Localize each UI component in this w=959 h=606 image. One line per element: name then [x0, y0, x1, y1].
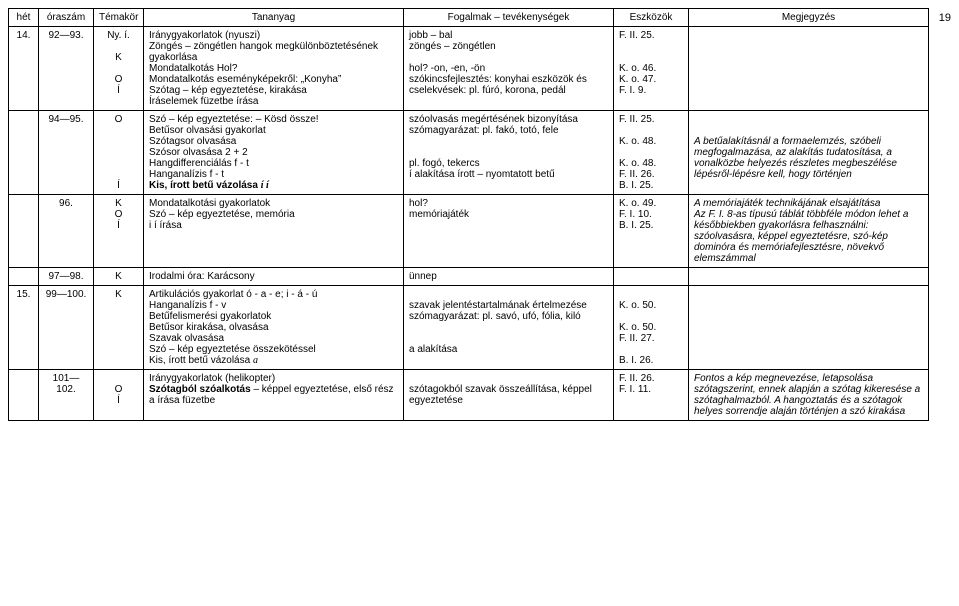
cell-oraszam: 97—98. — [39, 268, 94, 286]
cell-het — [9, 111, 39, 195]
cell-temakor: KOÍ — [94, 195, 144, 268]
col-oraszam: óraszám — [39, 9, 94, 27]
cell-tananyag: Iránygyakorlatok (nyuszi)Zöngés – zöngét… — [144, 27, 404, 111]
cell-megjegyzes: Fontos a kép megnevezése, letapsolása sz… — [689, 370, 929, 421]
cell-megjegyzes — [689, 27, 929, 111]
cell-eszkozok: K. o. 49.F. I. 10.B. I. 25. — [614, 195, 689, 268]
header-row: hét óraszám Témakör Tananyag Fogalmak – … — [9, 9, 929, 27]
col-megjegyzes: Megjegyzés — [689, 9, 929, 27]
col-temakor: Témakör — [94, 9, 144, 27]
page-number: 19 — [929, 8, 951, 24]
cell-temakor: K — [94, 286, 144, 370]
cell-tananyag: Szó – kép egyeztetése: – Kösd össze!Betű… — [144, 111, 404, 195]
cell-het — [9, 195, 39, 268]
cell-tananyag: Iránygyakorlatok (helikopter)Szótagból s… — [144, 370, 404, 421]
cell-fogalmak: hol?memóriajáték — [404, 195, 614, 268]
cell-het — [9, 370, 39, 421]
table-body: 14.92—93.Ny. í. K OÍIránygyakorlatok (ny… — [9, 27, 929, 421]
table-row: 101—102. OÍIránygyakorlatok (helikopter)… — [9, 370, 929, 421]
col-tananyag: Tananyag — [144, 9, 404, 27]
cell-het — [9, 268, 39, 286]
cell-oraszam: 101—102. — [39, 370, 94, 421]
cell-megjegyzes: A betűalakításnál a formaelemzés, szóbel… — [689, 111, 929, 195]
col-het: hét — [9, 9, 39, 27]
cell-megjegyzes — [689, 268, 929, 286]
cell-temakor: O Í — [94, 111, 144, 195]
cell-oraszam: 96. — [39, 195, 94, 268]
cell-eszkozok: F. II. 26.F. I. 11. — [614, 370, 689, 421]
cell-fogalmak: szavak jelentéstartalmának értelmezésesz… — [404, 286, 614, 370]
table-row: 97—98.KIrodalmi óra: Karácsonyünnep — [9, 268, 929, 286]
cell-temakor: Ny. í. K OÍ — [94, 27, 144, 111]
cell-eszkozok: F. II. 25. K. o. 46.K. o. 47.F. I. 9. — [614, 27, 689, 111]
table-row: 94—95.O ÍSzó – kép egyeztetése: – Kösd ö… — [9, 111, 929, 195]
cell-megjegyzes — [689, 286, 929, 370]
cell-fogalmak: szótagokból szavak összeállítása, képpel… — [404, 370, 614, 421]
cell-megjegyzes: A memóriajáték technikájának elsajátítás… — [689, 195, 929, 268]
curriculum-table: hét óraszám Témakör Tananyag Fogalmak – … — [8, 8, 929, 421]
cell-eszkozok: F. II. 25. K. o. 48. K. o. 48.F. II. 26.… — [614, 111, 689, 195]
col-fogalmak: Fogalmak – tevékenységek — [404, 9, 614, 27]
cell-tananyag: Irodalmi óra: Karácsony — [144, 268, 404, 286]
cell-fogalmak: ünnep — [404, 268, 614, 286]
cell-temakor: OÍ — [94, 370, 144, 421]
cell-eszkozok: K. o. 50. K. o. 50.F. II. 27. B. I. 26. — [614, 286, 689, 370]
cell-het: 15. — [9, 286, 39, 370]
cell-temakor: K — [94, 268, 144, 286]
cell-eszkozok — [614, 268, 689, 286]
col-eszkozok: Eszközök — [614, 9, 689, 27]
table-row: 96.KOÍMondatalkotási gyakorlatokSzó – ké… — [9, 195, 929, 268]
cell-oraszam: 99—100. — [39, 286, 94, 370]
table-row: 15.99—100.K Artikulációs gyakorlat ó - a… — [9, 286, 929, 370]
cell-tananyag: Artikulációs gyakorlat ó - a - e; i - á … — [144, 286, 404, 370]
cell-oraszam: 94—95. — [39, 111, 94, 195]
cell-het: 14. — [9, 27, 39, 111]
cell-tananyag: Mondatalkotási gyakorlatokSzó – kép egye… — [144, 195, 404, 268]
table-row: 14.92—93.Ny. í. K OÍIránygyakorlatok (ny… — [9, 27, 929, 111]
cell-fogalmak: szóolvasás megértésének bizonyításaszóma… — [404, 111, 614, 195]
page-sheet: hét óraszám Témakör Tananyag Fogalmak – … — [8, 8, 951, 421]
cell-fogalmak: jobb – balzöngés – zöngétlen hol? -on, -… — [404, 27, 614, 111]
cell-oraszam: 92—93. — [39, 27, 94, 111]
